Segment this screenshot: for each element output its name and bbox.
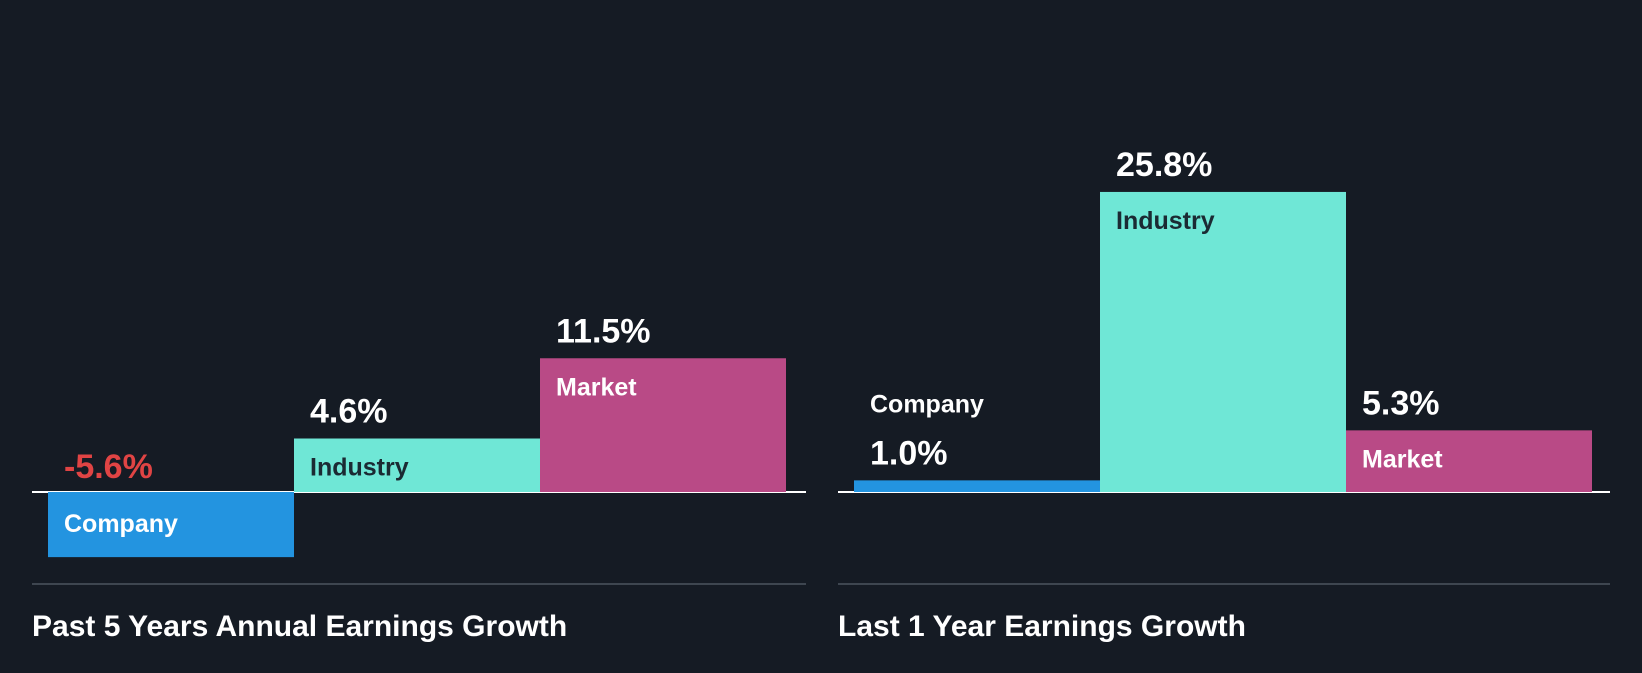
company-category-label: Company xyxy=(870,390,984,418)
industry-value-label: 4.6% xyxy=(310,393,388,431)
industry-bar xyxy=(294,438,540,492)
market-bar xyxy=(1346,430,1592,492)
company-value-label: -5.6% xyxy=(64,448,153,486)
market-category-label: Market xyxy=(556,373,637,401)
market-value-label: 5.3% xyxy=(1362,384,1440,422)
market-category-label: Market xyxy=(1362,445,1443,473)
market-bar xyxy=(540,358,786,492)
company-category-label: Company xyxy=(64,510,178,538)
past-5-years-panel: -5.6% Company 4.6% Industry 11.5% Market Past… xyxy=(32,312,806,643)
company-value-label: 1.0% xyxy=(870,434,948,472)
chart-title: Past 5 Years Annual Earnings Growth xyxy=(32,610,567,643)
market-value-label: 11.5% xyxy=(556,312,651,350)
company-bar xyxy=(48,492,294,558)
last-1-year-panel: 1.0% Company 25.8% Industry 5.3% Market Last … xyxy=(838,146,1610,643)
industry-category-label: Industry xyxy=(1116,207,1215,235)
industry-value-label: 25.8% xyxy=(1116,146,1212,184)
chart-title: Last 1 Year Earnings Growth xyxy=(838,610,1246,643)
industry-category-label: Industry xyxy=(310,454,409,482)
industry-bar xyxy=(1100,191,1346,493)
company-bar xyxy=(854,480,1100,492)
